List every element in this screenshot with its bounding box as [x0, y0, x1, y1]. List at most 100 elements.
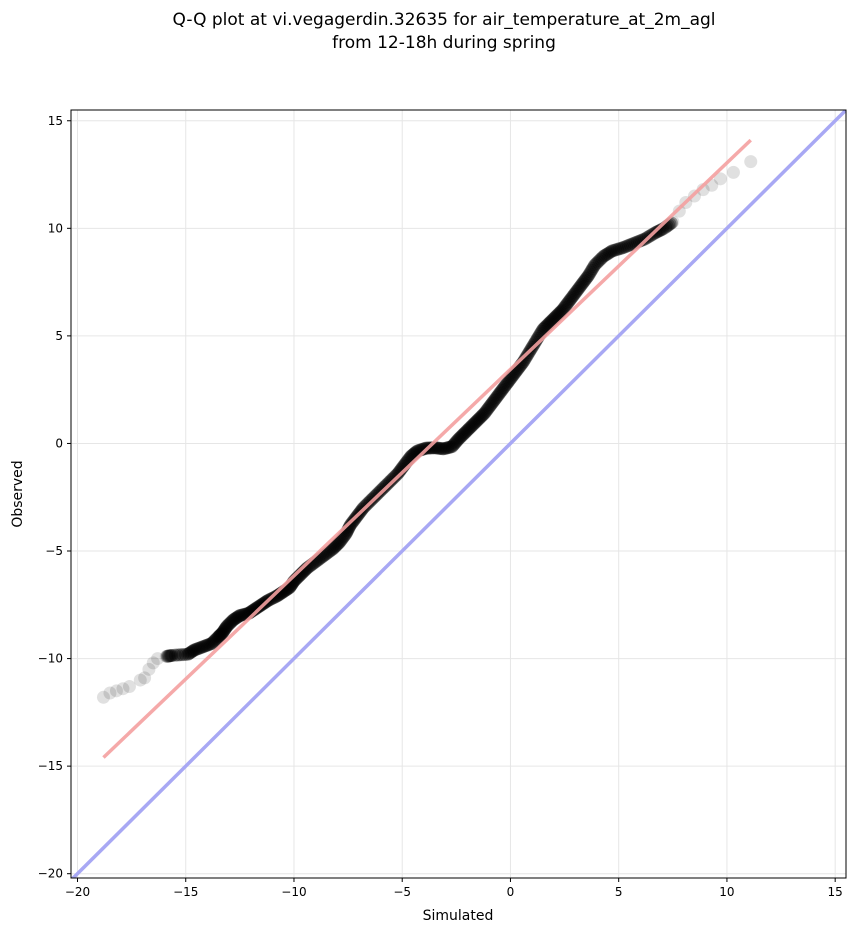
quantile-point	[332, 535, 346, 549]
quantile-point	[388, 469, 402, 483]
quantile-point	[499, 378, 513, 392]
quantile-point	[490, 389, 504, 403]
quantile-point	[224, 615, 238, 629]
quantile-point	[588, 258, 602, 272]
quantile-point	[470, 414, 484, 428]
quantile-point	[441, 441, 455, 455]
quantile-point	[550, 308, 564, 322]
quantile-point	[220, 619, 234, 633]
quantile-point	[234, 608, 248, 622]
quantile-point	[211, 630, 225, 644]
quantile-point	[178, 647, 192, 661]
quantile-point	[213, 628, 227, 642]
quantile-point	[250, 601, 264, 615]
quantile-point	[500, 376, 514, 390]
quantile-point	[438, 441, 452, 455]
quantile-point	[450, 433, 464, 447]
quantile-point	[460, 424, 474, 438]
quantile-point	[160, 649, 174, 663]
quantile-point	[464, 419, 478, 433]
quantile-point	[536, 322, 550, 336]
quantile-point	[392, 465, 406, 479]
y-tick-label: −20	[38, 867, 63, 881]
quantile-point	[607, 243, 621, 257]
quantile-point	[562, 294, 576, 308]
x-tick-label: −20	[65, 885, 90, 899]
quantile-point	[442, 440, 456, 454]
quantile-point	[197, 639, 211, 653]
quantile-point	[546, 313, 560, 327]
quantile-point	[611, 242, 625, 256]
quantile-point	[252, 599, 266, 613]
quantile-point	[618, 240, 632, 254]
quantile-point	[385, 472, 399, 486]
quantile-point	[161, 649, 175, 663]
quantile-point	[587, 260, 601, 274]
quantile-point	[492, 388, 506, 402]
quantile-points	[96, 155, 758, 704]
quantile-point	[604, 245, 618, 259]
y-axis-label: Observed	[10, 460, 26, 527]
quantile-point	[187, 643, 201, 657]
quantile-point	[213, 629, 227, 643]
quantile-point	[189, 642, 203, 656]
quantile-point	[549, 310, 563, 324]
quantile-point	[599, 247, 613, 261]
quantile-point	[564, 292, 578, 306]
quantile-point	[467, 417, 481, 431]
quantile-point	[582, 267, 596, 281]
quantile-point	[227, 612, 241, 626]
quantile-point	[331, 536, 345, 550]
quantile-point	[452, 432, 465, 446]
quantile-point	[592, 254, 606, 268]
quantile-point	[203, 637, 217, 651]
quantile-point	[217, 624, 231, 638]
quantile-point	[343, 520, 357, 534]
quantile-point	[320, 546, 334, 560]
quantile-point	[495, 383, 509, 397]
quantile-point	[223, 616, 237, 630]
quantile-point	[601, 247, 615, 261]
chart-title-line-2: from 12-18h during spring	[332, 33, 556, 53]
quantile-point	[545, 314, 559, 328]
fit-line	[102, 138, 752, 759]
quantile-point	[159, 649, 173, 663]
quantile-point	[552, 306, 566, 320]
quantile-point	[195, 640, 209, 654]
quantile-point	[475, 408, 489, 422]
quantile-point	[551, 307, 565, 321]
quantile-point	[335, 533, 349, 547]
quantile-point	[219, 620, 233, 634]
quantile-point	[171, 648, 185, 662]
quantile-point	[575, 277, 589, 291]
identity-line	[71, 110, 846, 878]
y-tick-label: 10	[48, 221, 63, 235]
quantile-point	[431, 441, 445, 455]
quantile-point	[202, 638, 216, 652]
quantile-point	[476, 407, 490, 421]
quantile-point	[595, 251, 609, 265]
quantile-point	[461, 422, 475, 436]
quantile-point	[162, 649, 176, 663]
quantile-point	[528, 335, 542, 349]
quantile-point	[462, 421, 476, 435]
x-tick-label: 0	[507, 885, 515, 899]
quantile-point	[558, 300, 572, 314]
quantile-point	[537, 321, 551, 335]
identity-line-group	[71, 110, 846, 878]
x-tick-label: −10	[281, 885, 306, 899]
quantile-point	[425, 441, 439, 455]
quantile-point	[496, 382, 510, 396]
x-axis-ticks: −20 −15 −10 −5 0 5 10 15	[65, 878, 843, 899]
quantile-point	[418, 442, 432, 456]
quantile-point	[479, 405, 493, 419]
quantile-point	[186, 644, 200, 658]
quantile-point	[473, 411, 487, 425]
quantile-point	[581, 269, 595, 283]
quantile-point	[164, 649, 178, 663]
quantile-point	[214, 627, 228, 641]
quantile-point	[225, 614, 239, 628]
quantile-point	[466, 418, 480, 432]
quantile-point	[597, 249, 611, 263]
quantile-point	[472, 412, 486, 426]
